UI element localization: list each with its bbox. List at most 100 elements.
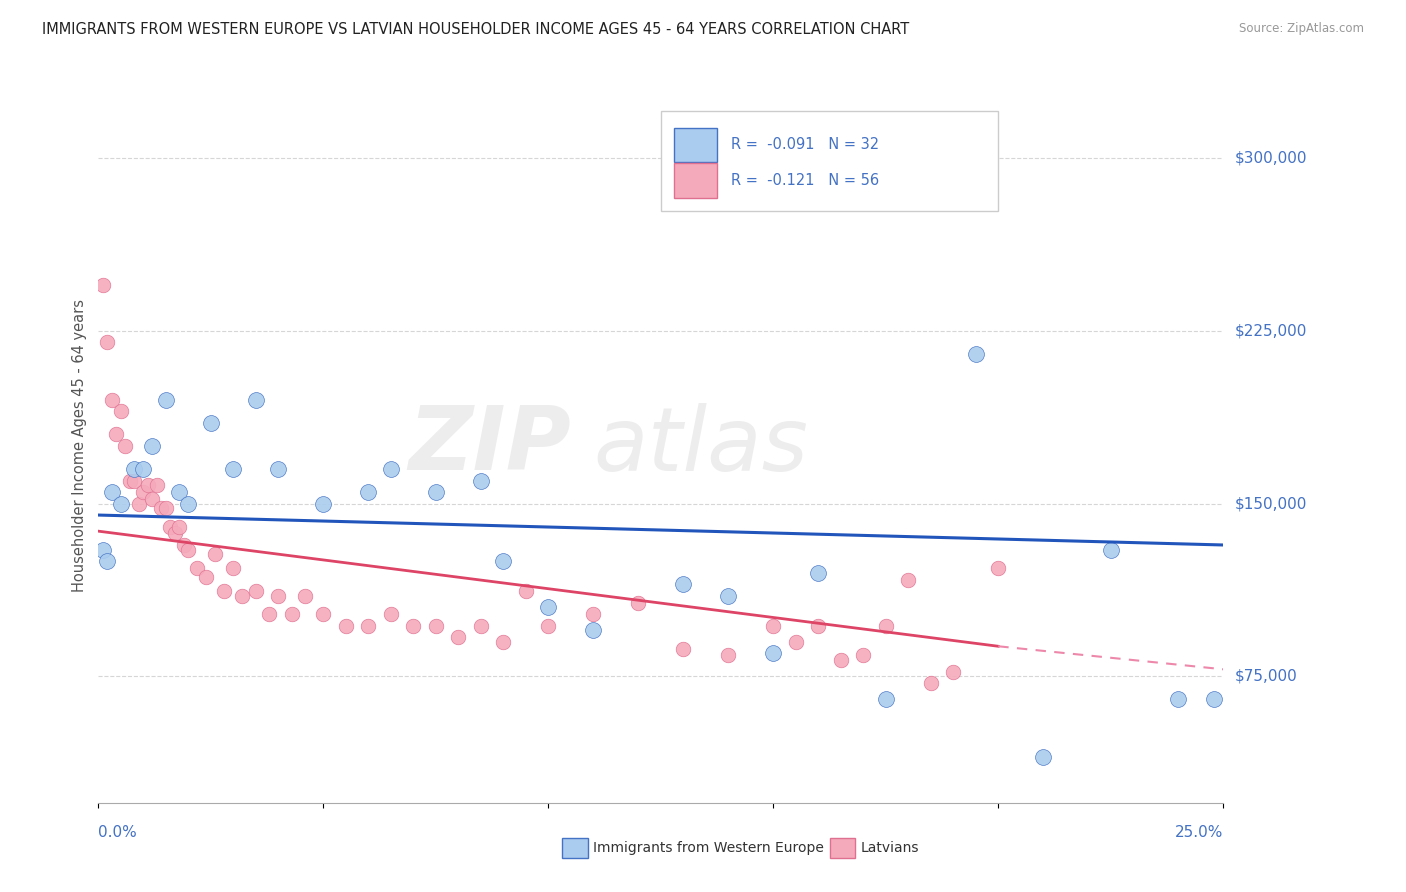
Point: [96, 554, 118, 568]
Point: [267, 589, 290, 603]
Bar: [675, 128, 717, 162]
Point: [582, 623, 605, 637]
Point: [312, 607, 335, 621]
Point: [470, 474, 492, 488]
Point: [128, 497, 150, 511]
Point: [447, 630, 470, 644]
Point: [159, 519, 181, 533]
Point: [150, 501, 173, 516]
Point: [96, 335, 118, 350]
Point: [136, 478, 159, 492]
Point: [114, 439, 136, 453]
Point: [132, 485, 155, 500]
Point: [177, 542, 200, 557]
Point: [1204, 692, 1226, 706]
Bar: [675, 163, 717, 198]
Point: [222, 561, 245, 575]
Point: [231, 589, 253, 603]
Point: [1099, 542, 1122, 557]
Point: [204, 547, 226, 561]
Point: [173, 538, 195, 552]
Point: [155, 501, 177, 516]
Point: [965, 347, 987, 361]
Point: [897, 573, 920, 587]
Point: [582, 607, 605, 621]
Text: $75,000: $75,000: [1234, 669, 1298, 683]
Point: [425, 618, 447, 632]
Point: [537, 600, 560, 615]
Text: R =  -0.121   N = 56: R = -0.121 N = 56: [731, 173, 879, 188]
Point: [101, 485, 124, 500]
Point: [357, 618, 380, 632]
Point: [118, 474, 141, 488]
Point: [380, 607, 402, 621]
Point: [515, 584, 537, 599]
Point: [91, 277, 114, 292]
Point: [830, 653, 852, 667]
Point: [357, 485, 380, 500]
Point: [141, 491, 163, 506]
Point: [267, 462, 290, 476]
Point: [124, 474, 146, 488]
Text: 25.0%: 25.0%: [1175, 825, 1223, 840]
Point: [492, 554, 515, 568]
Text: atlas: atlas: [593, 403, 808, 489]
Point: [245, 584, 267, 599]
Point: [762, 646, 785, 660]
Point: [245, 392, 267, 407]
Point: [987, 561, 1010, 575]
Text: 0.0%: 0.0%: [98, 825, 138, 840]
Point: [110, 497, 132, 511]
Point: [169, 519, 191, 533]
Point: [200, 416, 222, 430]
Point: [169, 485, 191, 500]
Point: [470, 618, 492, 632]
Point: [222, 462, 245, 476]
Point: [259, 607, 281, 621]
Point: [785, 634, 807, 648]
Text: Latvians: Latvians: [860, 841, 920, 855]
Point: [214, 584, 236, 599]
Point: [380, 462, 402, 476]
Point: [717, 589, 740, 603]
Point: [875, 692, 897, 706]
Point: [132, 462, 155, 476]
Point: [294, 589, 316, 603]
Text: IMMIGRANTS FROM WESTERN EUROPE VS LATVIAN HOUSEHOLDER INCOME AGES 45 - 64 YEARS : IMMIGRANTS FROM WESTERN EUROPE VS LATVIA…: [42, 22, 910, 37]
Point: [91, 542, 114, 557]
Y-axis label: Householder Income Ages 45 - 64 years: Householder Income Ages 45 - 64 years: [72, 300, 87, 592]
Point: [852, 648, 875, 663]
Point: [672, 641, 695, 656]
Text: $300,000: $300,000: [1234, 151, 1308, 166]
Point: [101, 392, 124, 407]
Point: [537, 618, 560, 632]
Point: [807, 566, 830, 580]
Text: $225,000: $225,000: [1234, 324, 1306, 338]
Point: [124, 462, 146, 476]
Point: [1032, 749, 1054, 764]
Point: [177, 497, 200, 511]
Point: [942, 665, 965, 679]
Point: [492, 634, 515, 648]
Point: [155, 392, 177, 407]
Text: Immigrants from Western Europe: Immigrants from Western Europe: [593, 841, 824, 855]
Point: [141, 439, 163, 453]
Point: [312, 497, 335, 511]
Text: Source: ZipAtlas.com: Source: ZipAtlas.com: [1239, 22, 1364, 36]
Point: [920, 676, 942, 690]
Text: $150,000: $150,000: [1234, 496, 1306, 511]
Point: [281, 607, 304, 621]
Point: [807, 618, 830, 632]
Point: [717, 648, 740, 663]
Point: [195, 570, 218, 584]
Point: [110, 404, 132, 418]
Point: [1167, 692, 1189, 706]
Bar: [661, 111, 998, 211]
Point: [627, 595, 650, 609]
Point: [146, 478, 169, 492]
Point: [425, 485, 447, 500]
Point: [762, 618, 785, 632]
Text: R =  -0.091   N = 32: R = -0.091 N = 32: [731, 137, 879, 153]
Point: [105, 427, 128, 442]
Point: [335, 618, 357, 632]
